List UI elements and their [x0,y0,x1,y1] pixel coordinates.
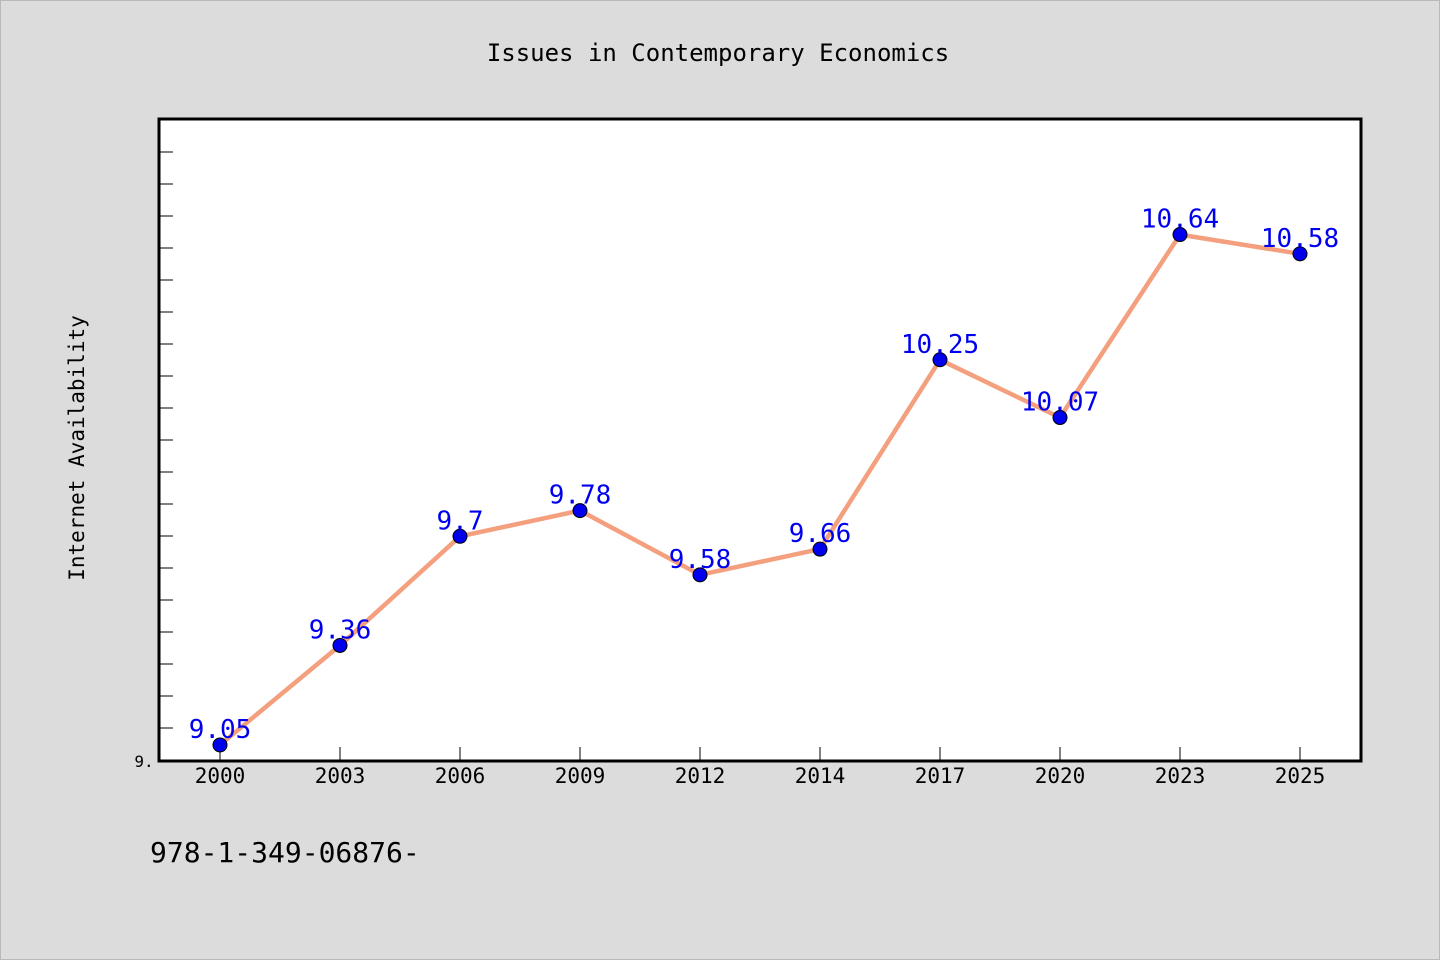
series-line-group [217,232,1303,748]
chart-title: Issues in Contemporary Economics [487,39,949,67]
data-markers [212,227,1308,753]
x-tick-label: 2009 [555,764,606,788]
x-tick-label: 2020 [1035,764,1086,788]
x-tick-label: 2000 [195,764,246,788]
data-label: 9.58 [669,545,732,575]
x-tick-label: 2025 [1275,764,1326,788]
data-point [332,637,348,653]
data-point [1052,410,1068,426]
data-point [452,528,468,544]
data-point [1172,227,1188,243]
series-line [217,232,1303,748]
data-point [572,503,588,519]
data-value-labels: 9.05 9.36 9.7 9.78 9.58 9.66 10.25 10.07 10.64 10… [189,205,1339,745]
x-tick-label: 2003 [315,764,366,788]
y-axis-label: Internet Availability [65,315,89,581]
y-tick-label: 9. [134,752,153,771]
data-label: 9.7 [437,506,484,536]
data-label: 10.64 [1141,205,1219,235]
x-tick-label: 2023 [1155,764,1206,788]
data-label: 10.07 [1021,388,1099,418]
plot-area [157,117,1363,763]
data-point [1292,246,1308,262]
data-label: 9.66 [789,519,852,549]
x-axis-tick-labels: 2000 2003 2006 2009 2012 2014 2017 2020 2023 2025 [195,764,1326,788]
footer-isbn-text: 978-1-349-06876- [150,836,420,869]
data-label: 10.25 [901,330,979,360]
data-point [692,567,708,583]
data-point [932,352,948,368]
x-tick-label: 2012 [675,764,726,788]
x-axis-ticks [219,747,1301,761]
y-axis-ticks [159,151,173,729]
data-label: 10.58 [1261,224,1339,254]
x-tick-label: 2014 [795,764,846,788]
data-label: 9.78 [549,481,612,511]
x-tick-label: 2017 [915,764,966,788]
x-tick-label: 2006 [435,764,486,788]
data-label: 9.36 [309,615,372,645]
data-point [812,541,828,557]
data-label: 9.05 [189,715,252,745]
data-point [212,737,228,753]
